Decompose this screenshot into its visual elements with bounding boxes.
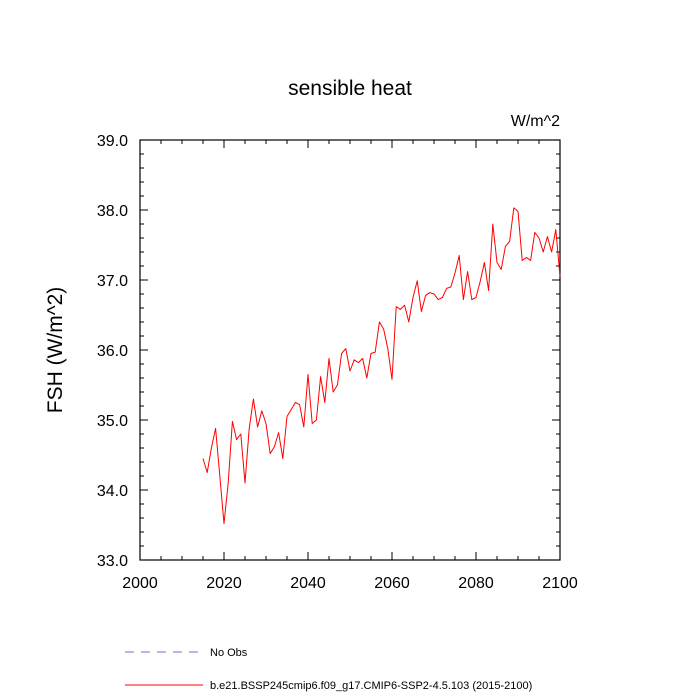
y-tick-label: 38.0 — [97, 203, 128, 220]
y-tick-label: 33.0 — [97, 553, 128, 570]
legend-label-1: b.e21.BSSP245cmip6.f09_g17.CMIP6-SSP2-4.… — [210, 680, 532, 692]
y-tick-label: 37.0 — [97, 273, 128, 290]
series-line-1 — [202, 207, 561, 525]
y-tick-label: 34.0 — [97, 483, 128, 500]
legend-label-0: No Obs — [210, 647, 248, 659]
units-label: W/m^2 — [511, 113, 560, 130]
y-tick-label: 39.0 — [97, 133, 128, 150]
axis-ticks: 2000 2020 2040 2060 2080 2100 33.0 34.0 35.0 36.0… — [97, 133, 578, 592]
legend: No Obs b.e21.BSSP245cmip6.f09_g17.CMIP6-S… — [125, 647, 532, 692]
chart-title: sensible heat — [288, 77, 412, 100]
x-tick-label: 2020 — [206, 575, 242, 592]
x-tick-label: 2100 — [542, 575, 578, 592]
series-layer — [202, 207, 561, 525]
x-tick-label: 2040 — [290, 575, 326, 592]
x-tick-label: 2060 — [374, 575, 410, 592]
y-tick-label: 36.0 — [97, 343, 128, 360]
x-tick-label: 2080 — [458, 575, 494, 592]
y-axis-label: FSH (W/m^2) — [44, 287, 67, 414]
x-tick-label: 2000 — [122, 575, 158, 592]
y-tick-label: 35.0 — [97, 413, 128, 430]
plot-frame — [139, 139, 561, 561]
